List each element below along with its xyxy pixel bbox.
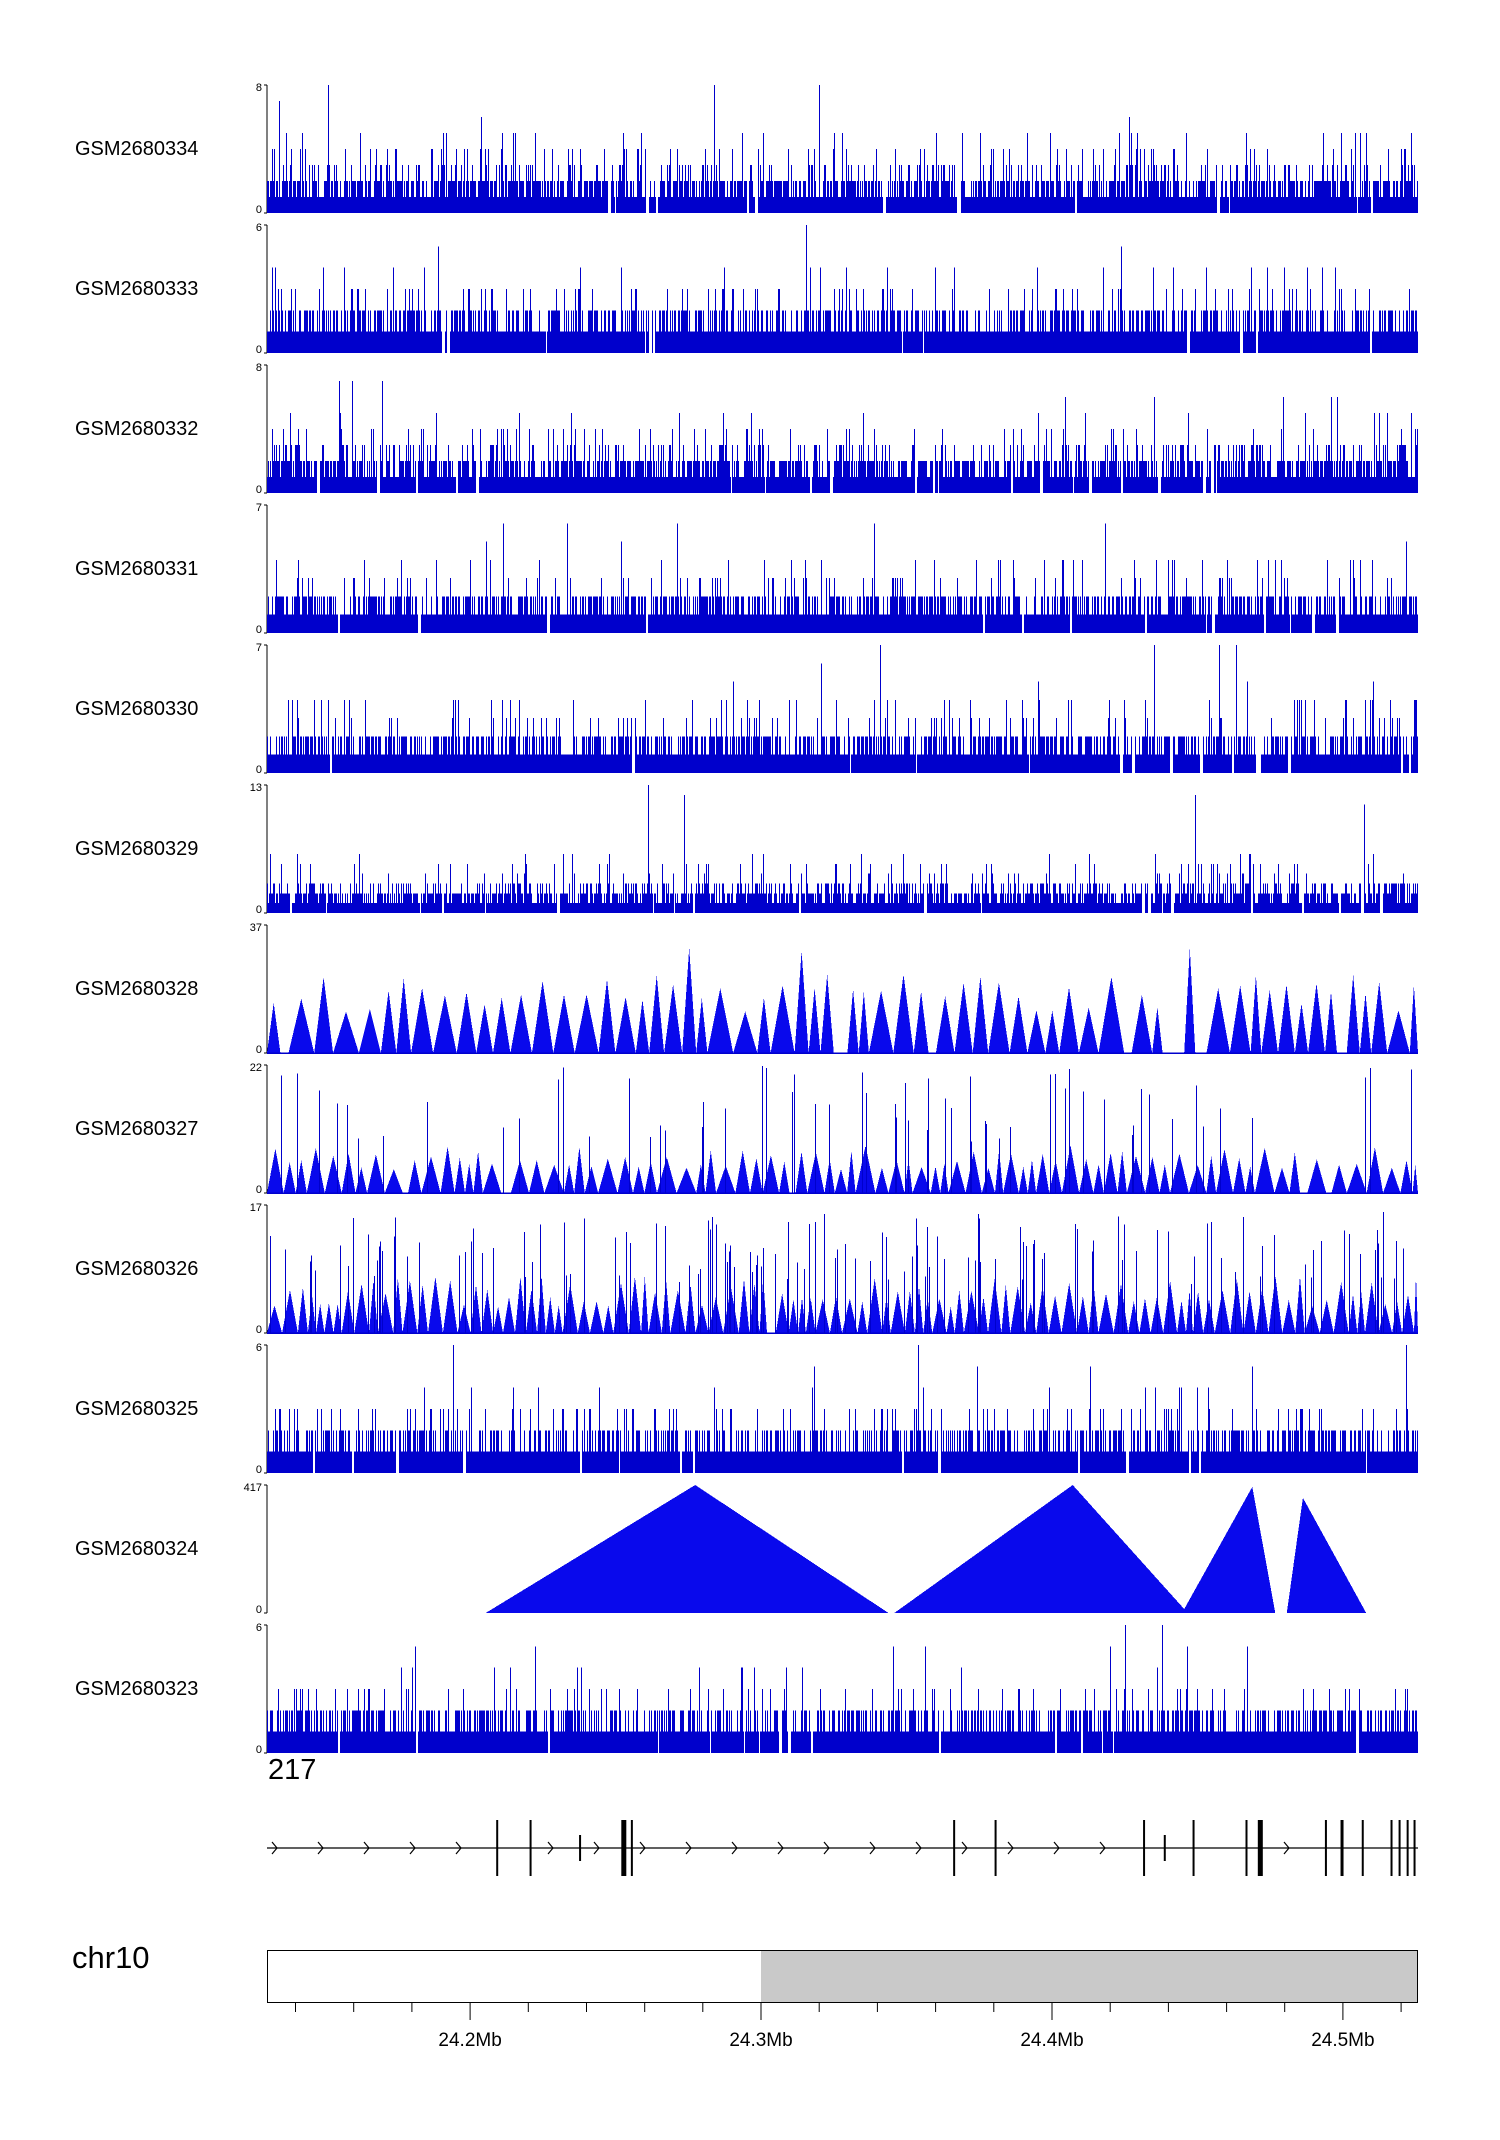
track-plot: 80	[256, 82, 1418, 216]
strand-arrow-icon	[271, 1841, 278, 1855]
chromosome-label: chr10	[72, 1940, 150, 1975]
y-axis-max: 7	[256, 502, 262, 514]
peak-triangles	[485, 1485, 1367, 1613]
track-plot: 37 0	[250, 922, 1418, 1056]
y-axis-max: 8	[256, 82, 262, 94]
y-axis-max: 6	[256, 1622, 262, 1634]
track-plot: 70	[256, 642, 1418, 776]
track-plot: 417 0	[244, 1482, 1367, 1616]
highlighted-range	[761, 1951, 1417, 2002]
track-label: GSM2680331	[75, 558, 199, 580]
strand-arrow-icon	[1099, 1841, 1106, 1855]
strand-arrow-icon	[777, 1841, 784, 1855]
y-axis-min: 0	[256, 204, 262, 216]
track-label: GSM2680333	[75, 278, 199, 300]
track-label: GSM2680327	[75, 1118, 199, 1140]
y-axis-max: 22	[250, 1062, 262, 1074]
y-axis-min: 0	[256, 344, 262, 356]
y-axis-max: 13	[250, 782, 262, 794]
y-axis-min: 0	[256, 764, 262, 776]
strand-arrow-icon	[915, 1841, 922, 1855]
axis-mb-label: 24.2Mb	[438, 2030, 501, 2051]
gene-model-track	[267, 1820, 1418, 1876]
strand-arrow-icon	[961, 1841, 968, 1855]
track-plot: 13 0	[250, 782, 1418, 916]
strand-arrow-icon	[685, 1841, 692, 1855]
track-plot: 60	[256, 1342, 1418, 1476]
y-axis-max: 417	[244, 1482, 262, 1494]
strand-arrow-icon	[639, 1841, 646, 1855]
y-axis-min: 0	[256, 1744, 262, 1756]
y-axis-min: 0	[256, 904, 262, 916]
y-axis-min: 0	[256, 1044, 262, 1056]
strand-arrow-icon	[409, 1841, 416, 1855]
axis-mb-label: 24.5Mb	[1311, 2030, 1374, 2051]
strand-arrow-icon	[1283, 1841, 1290, 1855]
track-label: GSM2680328	[75, 978, 199, 1000]
track-plot: 22 0	[250, 1062, 1418, 1196]
y-axis-max: 6	[256, 222, 262, 234]
track-label: GSM2680326	[75, 1258, 199, 1280]
track-label: GSM2680323	[75, 1678, 199, 1700]
y-axis-max: 8	[256, 362, 262, 374]
strand-arrow-icon	[731, 1841, 738, 1855]
track-label: GSM2680325	[75, 1398, 199, 1420]
gene-name-label: 217	[268, 1754, 317, 1786]
y-axis-max: 37	[250, 922, 262, 934]
track-label: GSM2680329	[75, 838, 199, 860]
y-axis-min: 0	[256, 1464, 262, 1476]
strand-arrow-icon	[363, 1841, 370, 1855]
track-plot: 80	[256, 362, 1418, 496]
strand-arrow-icon	[317, 1841, 324, 1855]
y-axis-min: 0	[256, 1324, 262, 1336]
y-axis-min: 0	[256, 484, 262, 496]
y-axis-max: 7	[256, 642, 262, 654]
strand-arrow-icon	[455, 1841, 462, 1855]
track-plot: 17 0	[250, 1202, 1418, 1336]
strand-arrow-icon	[869, 1841, 876, 1855]
track-label: GSM2680332	[75, 418, 199, 440]
strand-arrow-icon	[1053, 1841, 1060, 1855]
y-axis-max: 6	[256, 1342, 262, 1354]
strand-arrow-icon	[1007, 1841, 1014, 1855]
y-axis-min: 0	[256, 1184, 262, 1196]
track-plot: 60	[256, 222, 1418, 356]
track-plot: 60	[256, 1622, 1418, 1756]
strand-arrow-icon	[593, 1841, 600, 1855]
track-label: GSM2680334	[75, 138, 199, 160]
axis-mb-label: 24.4Mb	[1020, 2030, 1083, 2051]
y-axis-min: 0	[256, 1604, 262, 1616]
strand-arrow-icon	[823, 1841, 830, 1855]
strand-arrow-icon	[547, 1841, 554, 1855]
y-axis-min: 0	[256, 624, 262, 636]
track-label: GSM2680324	[75, 1538, 199, 1560]
track-label: GSM2680330	[75, 698, 199, 720]
axis-mb-label: 24.3Mb	[729, 2030, 792, 2051]
track-plot: 70	[256, 502, 1418, 636]
y-axis-max: 17	[250, 1202, 262, 1214]
genome-axis-track: 24.2Mb 24.3Mb 24.4Mb 24.5Mb	[267, 1950, 1418, 2051]
